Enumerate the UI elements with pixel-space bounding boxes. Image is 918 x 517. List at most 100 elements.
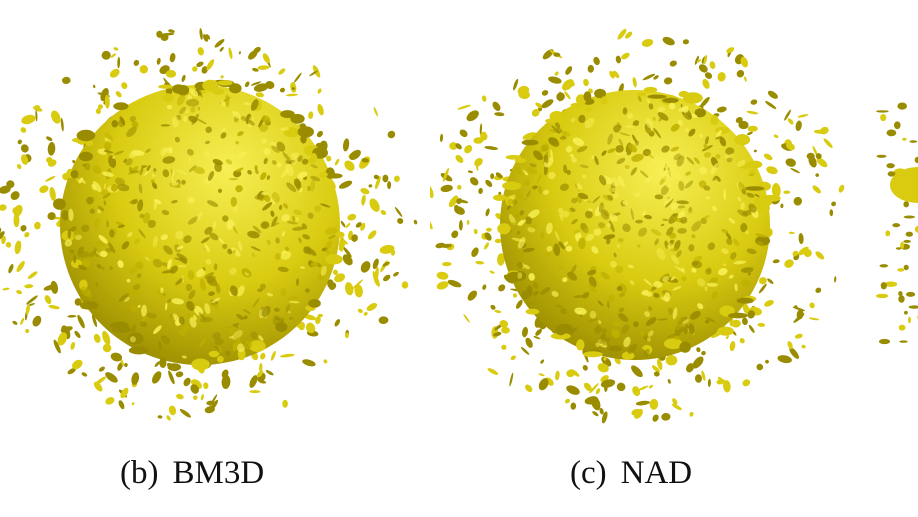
surface-texture [671,254,680,265]
caption-label: NAD [620,455,693,491]
fragment [118,400,125,410]
fragment [1,235,6,245]
surface-texture [519,210,525,216]
surface-texture [560,307,568,315]
fragment [25,304,30,315]
surface-texture [153,325,162,334]
surface-texture [183,108,189,114]
surface-texture [569,207,576,213]
surface-texture [131,198,138,205]
surface-texture [653,127,662,139]
fragment [656,358,663,370]
surface-texture [269,141,279,148]
surface-texture [693,255,703,262]
surface-texture [622,223,631,233]
fragment [120,387,129,399]
fragment [442,167,450,182]
surface-texture [603,234,616,240]
fragment [834,276,837,283]
fragment [372,271,378,286]
surface-texture [680,216,688,224]
fragment [564,398,571,404]
fragment [653,75,659,80]
surface-texture [581,174,587,179]
fragment [566,385,580,395]
fragment [481,95,487,102]
surface-texture [551,290,559,297]
fragment [20,224,27,232]
edge-bump [208,350,220,358]
fragment [458,220,463,231]
surface-texture [705,268,712,275]
fragment [615,55,622,64]
fragment [104,94,110,109]
surface-texture [266,175,270,180]
surface-texture [214,337,224,346]
fragment [166,415,171,421]
surface-texture [746,248,757,255]
surface-texture [197,106,200,111]
surface-texture [81,224,90,233]
fragment [692,356,704,369]
fragment [24,284,34,289]
fragment [57,332,68,346]
surface-texture [211,297,221,303]
fragment [360,188,370,195]
surface-texture [188,289,196,300]
surface-texture [530,223,538,229]
surface-texture [748,272,751,276]
surface-texture [612,192,620,199]
fragment [220,75,224,79]
sphere-body [60,85,340,365]
surface-texture [207,275,216,284]
surface-texture [214,162,222,173]
fragment [777,355,792,364]
fragment [812,145,818,157]
surface-texture [635,190,642,198]
surface-texture [632,192,641,197]
surface-texture [706,282,718,287]
fragment [902,137,907,141]
fragment [265,370,274,376]
surface-texture [704,319,710,324]
fragment [742,303,750,315]
surface-texture [667,320,673,328]
fragment [601,411,608,424]
surface-texture [653,292,660,298]
fragment [473,137,484,144]
fragment [635,400,650,406]
surface-texture [293,178,302,189]
surface-texture [186,300,195,311]
fragment [387,181,392,190]
fragment [625,31,633,39]
surface-texture [555,122,561,129]
surface-texture [746,192,755,198]
fragment [133,59,140,66]
fragment [784,259,794,268]
fragment [738,120,749,130]
fragment [486,227,492,232]
surface-texture [627,264,634,269]
surface-texture [676,325,682,331]
surface-texture [288,300,300,304]
edge-bump [159,357,167,369]
fragment [359,156,371,169]
fragment [473,228,478,235]
surface-texture [529,163,537,168]
surface-texture [82,258,91,267]
fragment [190,384,199,394]
surface-texture [648,103,654,110]
surface-texture [281,231,285,237]
surface-texture [235,337,241,345]
fragment [10,191,20,201]
surface-texture [310,179,316,192]
sphere-edge [890,167,918,203]
surface-texture [677,227,687,234]
fragment [209,399,219,412]
fragment [587,64,595,73]
fragment [686,363,695,373]
edge-bump [191,358,210,371]
surface-texture [225,159,233,165]
fragment [694,55,699,65]
fragment [375,175,381,190]
